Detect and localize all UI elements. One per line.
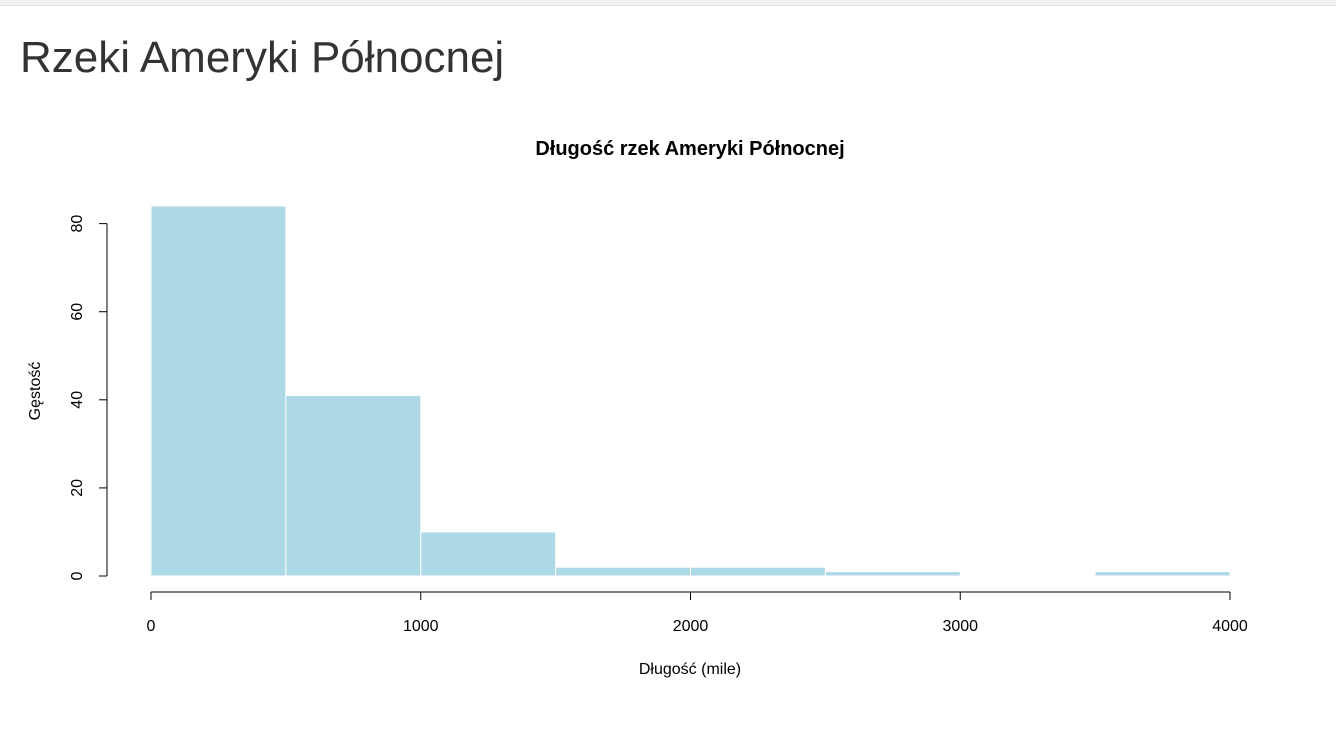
- histogram-bar-5: [824, 571, 961, 577]
- chart-title: Długość rzek Ameryki Północnej: [535, 138, 844, 160]
- x-tick-label-1: 1000: [403, 618, 439, 635]
- y-tick-label-4: 80: [69, 215, 86, 233]
- y-axis-label: Gęstość: [27, 362, 44, 421]
- browser-top-strip: [0, 0, 1336, 6]
- x-tick-label-2: 2000: [673, 618, 709, 635]
- x-tick-label-3: 3000: [942, 618, 978, 635]
- histogram-bar-0: [150, 205, 287, 577]
- histogram-bars: [150, 205, 1231, 577]
- y-axis: 0 20 40 60 80: [69, 215, 108, 580]
- y-tick-label-3: 60: [69, 303, 86, 321]
- x-axis: 0 1000 2000 3000 4000: [147, 591, 1248, 635]
- page-title: Rzeki Ameryki Północnej: [20, 33, 505, 82]
- histogram-bar-1: [285, 394, 422, 577]
- histogram-bar-3: [555, 566, 691, 577]
- y-tick-label-2: 40: [69, 391, 86, 409]
- histogram-bar-4: [690, 566, 826, 577]
- y-tick-label-0: 0: [69, 571, 86, 580]
- histogram-bar-2: [420, 531, 557, 577]
- x-tick-label-4: 4000: [1212, 618, 1248, 635]
- x-axis-label: Długość (mile): [639, 661, 741, 678]
- y-tick-label-1: 20: [69, 479, 86, 497]
- histogram-bar-7: [1094, 571, 1231, 577]
- x-tick-label-0: 0: [147, 618, 156, 635]
